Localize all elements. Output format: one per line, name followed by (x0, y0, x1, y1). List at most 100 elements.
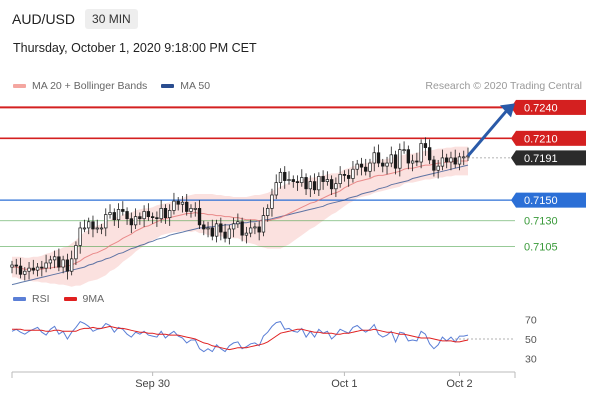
candle-body-25 (116, 209, 121, 221)
candle-body-8 (44, 262, 48, 269)
candle-body-92 (402, 149, 406, 152)
candle-body-40 (180, 201, 185, 205)
candle-body-33 (150, 216, 155, 218)
candle-body-24 (112, 212, 116, 221)
candle-body-101 (440, 157, 445, 167)
candle-body-39 (176, 200, 180, 205)
candle-body-45 (202, 224, 206, 230)
level-label-1: 0.7210 (524, 133, 558, 145)
ma9-legend-label: 9MA (82, 293, 105, 305)
level-badge-2 (516, 150, 586, 166)
candle-body-68 (300, 177, 304, 183)
main-legend: MA 20 + Bollinger Bands MA 50 (13, 80, 210, 92)
candle-body-78 (342, 174, 347, 176)
candle-body-7 (40, 266, 44, 269)
candle-body-21 (99, 227, 104, 230)
candle-body-100 (436, 165, 440, 171)
candle-body-16 (78, 227, 82, 246)
rsi-tick-label-1: 50 (525, 334, 537, 346)
rsi-tick-label-2: 30 (525, 353, 537, 365)
interval-badge[interactable]: 30 MIN (85, 9, 138, 29)
candle-body-73 (321, 176, 325, 182)
candle-body-72 (317, 176, 321, 191)
level-label-3: 0.7150 (524, 195, 558, 207)
candle-body-49 (219, 223, 223, 233)
candle-body-30 (138, 216, 142, 220)
candle-body-9 (48, 259, 53, 264)
candle-body-83 (364, 166, 368, 172)
candle-body-75 (329, 179, 334, 190)
level-badge-pointer-2 (511, 150, 516, 166)
candle-body-23 (108, 212, 112, 215)
ma50-legend-swatch (161, 84, 175, 88)
candle-body-82 (359, 163, 364, 168)
candle-body-67 (295, 181, 300, 183)
level-label-4: 0.7130 (524, 216, 558, 228)
candle-body-58 (257, 226, 261, 233)
rsi-tick-label-0: 70 (525, 315, 537, 327)
level-badge-pointer-3 (511, 192, 516, 208)
candle-body-79 (347, 175, 351, 179)
title-row: AUD/USD 30 MIN (12, 9, 138, 29)
candle-body-4 (27, 267, 31, 272)
candle-body-81 (355, 163, 359, 170)
candle-body-20 (95, 227, 99, 230)
level-label-5: 0.7105 (524, 241, 558, 253)
candle-body-103 (449, 157, 453, 163)
candle-body-86 (376, 152, 381, 164)
ma20-legend-label: MA 20 + Bollinger Bands (32, 80, 148, 92)
ma50-legend-label: MA 50 (180, 80, 211, 92)
candle-body-104 (453, 157, 457, 165)
candle-body-64 (283, 171, 287, 181)
candle-body-99 (432, 159, 436, 171)
candle-body-52 (231, 223, 236, 230)
candle-body-89 (389, 154, 393, 164)
candle-body-95 (415, 160, 419, 163)
candle-body-65 (287, 179, 291, 181)
candle-body-54 (240, 221, 244, 236)
candle-body-76 (334, 183, 338, 190)
candle-body-44 (197, 208, 202, 226)
candle-body-38 (172, 200, 176, 211)
candle-body-66 (291, 179, 295, 182)
candle-body-14 (69, 258, 74, 272)
candle-body-12 (61, 259, 65, 268)
level-badge-0 (516, 99, 586, 115)
candle-body-69 (304, 177, 308, 190)
x-tick-label-0: Sep 30 (135, 378, 170, 390)
candle-body-63 (278, 171, 283, 183)
rsi-legend-label: RSI (32, 293, 50, 305)
candle-body-97 (423, 143, 428, 148)
ma9-legend-swatch (63, 297, 77, 301)
candle-body-53 (236, 221, 240, 225)
candle-body-84 (368, 162, 372, 172)
candle-body-36 (163, 208, 168, 218)
candle-body-17 (82, 227, 87, 230)
candle-body-11 (57, 256, 61, 268)
level-label-2: 0.7191 (524, 153, 558, 165)
candle-body-105 (457, 156, 462, 165)
x-tick-label-2: Oct 2 (446, 378, 472, 390)
candle-body-106 (462, 156, 466, 159)
candle-body-85 (372, 152, 376, 164)
level-badge-1 (516, 130, 586, 146)
candle-body-62 (274, 182, 278, 196)
candle-body-15 (74, 245, 78, 260)
ma20-line (12, 160, 468, 270)
rsi-legend-swatch (13, 297, 26, 301)
candle-body-90 (393, 154, 398, 169)
candle-body-29 (133, 216, 138, 226)
candle-body-48 (214, 223, 219, 237)
candle-body-1 (14, 264, 18, 267)
candle-body-60 (266, 208, 270, 216)
candle-body-47 (210, 227, 214, 237)
candle-body-93 (406, 149, 411, 164)
ma50-line (11, 164, 469, 286)
candle-body-31 (142, 211, 146, 220)
level-badge-pointer-1 (511, 130, 516, 146)
candle-body-6 (35, 266, 40, 271)
candle-body-80 (351, 168, 355, 179)
candle-body-46 (206, 227, 210, 230)
credit-label: Research © 2020 Trading Central (425, 80, 582, 92)
